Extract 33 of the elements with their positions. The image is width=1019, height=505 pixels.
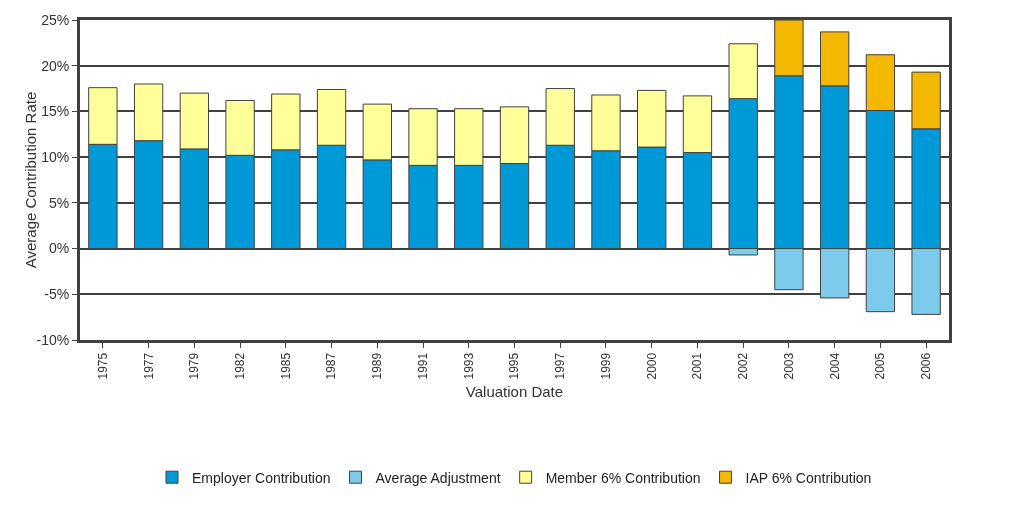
y-tick-label: 10%: [41, 149, 70, 166]
x-tick-label: 2000: [644, 352, 659, 380]
x-tick-label: 1999: [598, 352, 613, 380]
legend-label: IAP 6% Contribution: [745, 469, 872, 486]
y-tick-label: 15%: [41, 103, 70, 120]
x-tick-label: 1987: [324, 352, 339, 380]
legend-label: Average Adjustment: [375, 469, 501, 486]
x-tick-label: 1985: [278, 352, 293, 380]
x-tick-label: 1997: [553, 352, 568, 380]
y-tick-label: -5%: [44, 286, 70, 303]
y-tick-label: 5%: [48, 194, 70, 211]
x-tick-label: 2001: [690, 352, 705, 380]
x-tick-label: 2005: [873, 352, 888, 380]
x-tick-label: 1982: [232, 352, 247, 380]
y-tick-label: 25%: [41, 11, 70, 28]
legend-label: Member 6% Contribution: [545, 469, 701, 486]
x-tick-label: 1993: [461, 352, 476, 380]
x-tick-label: 2006: [919, 352, 934, 380]
x-tick-label: 1977: [141, 352, 156, 380]
y-tick-label: -10%: [36, 331, 70, 348]
x-axis-title: Valuation Date: [465, 383, 564, 400]
legend-label: Employer Contribution: [192, 469, 331, 486]
x-tick-label: 1991: [415, 352, 430, 380]
x-tick-label: 1979: [187, 352, 202, 380]
x-tick-label: 2002: [736, 352, 751, 380]
x-tick-label: 2003: [781, 352, 796, 380]
x-tick-label: 2004: [827, 352, 842, 380]
y-tick-label: 20%: [41, 57, 70, 74]
y-tick-label: 0%: [48, 240, 70, 257]
y-axis-title: Average Contribution Rate: [22, 91, 40, 269]
x-tick-label: 1989: [370, 352, 385, 380]
x-tick-label: 1975: [95, 352, 110, 380]
x-tick-label: 1995: [507, 352, 522, 380]
